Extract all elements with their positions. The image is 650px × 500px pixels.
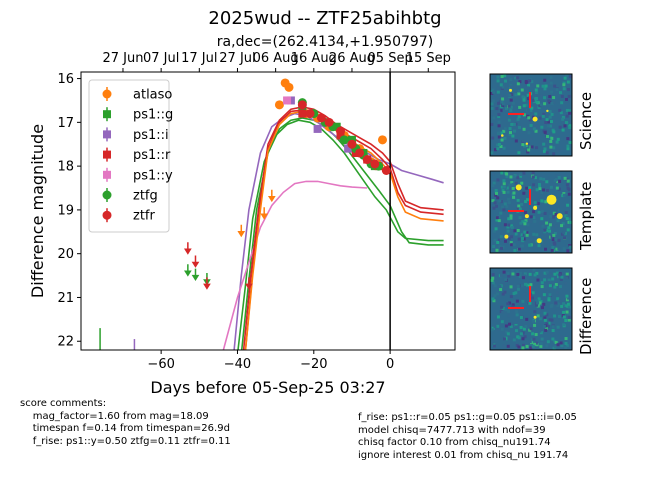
thumbnail-frame	[489, 170, 573, 254]
point-ztfr-2	[316, 113, 326, 123]
thumbnail-source	[536, 238, 542, 244]
y-tick-label: 16	[57, 72, 74, 87]
limit-ztfr-3	[245, 277, 253, 290]
y-tick-label: 22	[57, 335, 74, 350]
top-tick-label: 07 Jul	[143, 51, 179, 66]
point-atlaso-0	[274, 100, 284, 110]
point-ztfr-3	[324, 117, 334, 127]
limit-ztfr-1	[191, 255, 200, 268]
thumbnail-label-difference: Difference	[577, 277, 595, 355]
thumbnail-difference	[489, 267, 573, 351]
y-axis-label: Difference magnitude	[28, 124, 47, 298]
point-ztfg-4	[339, 135, 349, 145]
point-atlaso-9	[377, 135, 387, 145]
limit-atlaso-1	[260, 207, 269, 220]
top-tick-label: 27 Jul	[219, 51, 255, 66]
thumbnail-label-template: Template	[577, 181, 595, 250]
thumbnail-source	[515, 184, 522, 191]
thumbnail-science	[489, 73, 573, 157]
legend-label-ztfr: ztfr	[133, 209, 155, 224]
thumbnail-frame	[489, 267, 573, 351]
thumbnail-source	[556, 213, 563, 220]
y-tick-label: 20	[57, 247, 74, 262]
legend-marker-ps1::y	[103, 170, 111, 179]
limit-atlaso-2	[267, 189, 276, 203]
thumbnail-source	[546, 194, 557, 205]
limit-atlaso-0	[237, 224, 246, 238]
thumbnail-source	[533, 315, 537, 319]
legend-label-ps1::i: ps1::i	[133, 128, 169, 143]
model-curve-3	[222, 180, 368, 350]
legend-marker-ztfr	[102, 210, 112, 220]
thumbnail-source	[524, 214, 529, 219]
point-ztfr-9	[381, 166, 391, 176]
legend-marker-ps1::r	[103, 150, 111, 159]
point-ztfr-0	[297, 100, 307, 110]
y-tick-label: 17	[57, 116, 74, 131]
thumbnail-frame	[489, 73, 573, 157]
legend-marker-atlaso	[102, 89, 112, 99]
model-curve-0	[237, 119, 444, 350]
thumbnail-template	[489, 170, 573, 254]
score-comments-right: f_rise: ps1::r=0.05 ps1::g=0.05 ps1::i=0…	[358, 412, 577, 461]
top-tick-label: 17 Jul	[181, 51, 217, 66]
thumbnail-source	[509, 88, 512, 92]
point-ztfr-7	[362, 155, 372, 165]
x-tick-label: 0	[386, 357, 394, 372]
x-tick-label: −60	[147, 357, 174, 372]
legend-marker-ps1::g	[103, 110, 111, 119]
point-ps1::i-1	[313, 124, 322, 133]
y-tick-label: 19	[57, 203, 74, 218]
model-curve-2	[233, 112, 444, 350]
legend-marker-ztfg	[102, 190, 112, 200]
x-tick-label: −20	[300, 357, 327, 372]
x-axis-label: Days before 05-Sep-25 03:27	[150, 378, 385, 397]
legend-label-ps1::y: ps1::y	[133, 168, 173, 183]
top-tick-label: 15 Sep	[406, 51, 451, 66]
point-ztfr-4	[336, 126, 346, 136]
thumbnail-source	[525, 142, 529, 145]
top-tick-label: 27 Jun	[102, 51, 143, 66]
y-tick-label: 21	[57, 291, 74, 306]
legend-label-ztfg: ztfg	[133, 189, 158, 204]
model-curve-1	[240, 117, 444, 350]
point-ztfr-5	[347, 139, 357, 149]
legend-label-atlaso: atlaso	[133, 88, 172, 103]
legend-label-ps1::r: ps1::r	[133, 148, 171, 163]
top-tick-label: 05 Sep	[368, 51, 413, 66]
thumbnail-source	[533, 205, 538, 210]
top-tick-label: 06 Aug	[253, 51, 299, 66]
thumbnail-source	[504, 234, 509, 239]
legend-label-ps1::g: ps1::g	[133, 108, 173, 123]
figure-subtitle: ra,dec=(262.4134,+1.950797)	[216, 34, 434, 50]
point-ztfr-1	[305, 109, 315, 119]
plot-area	[99, 72, 444, 350]
point-atlaso-2	[284, 82, 294, 92]
top-tick-label: 26 Aug	[329, 51, 375, 66]
point-ps1::y-0	[283, 96, 292, 105]
point-ps1::r-0	[298, 109, 307, 118]
limit-ztfg-1	[191, 268, 200, 281]
thumbnail-label-science: Science	[577, 91, 595, 150]
legend-marker-ps1::i	[103, 130, 111, 139]
limit-ztfr-2	[203, 277, 211, 290]
thumbnail-source	[501, 134, 504, 137]
limit-ztfr-0	[184, 242, 192, 255]
x-tick-label: −40	[224, 357, 251, 372]
plot-frame	[80, 71, 456, 351]
figure-title: 2025wud -- ZTF25abihbtg	[208, 8, 442, 29]
y-tick-label: 18	[57, 160, 74, 175]
thumbnail-source	[532, 116, 538, 122]
score-comments-left: score comments: mag_factor=1.60 from mag…	[20, 398, 231, 447]
point-ps1::i-2	[344, 144, 353, 153]
limit-ztfg-0	[184, 264, 192, 277]
point-ztfr-8	[370, 159, 380, 169]
top-tick-label: 16 Aug	[291, 51, 337, 66]
thumbnail-source	[546, 109, 549, 113]
point-ztfr-6	[355, 148, 365, 158]
